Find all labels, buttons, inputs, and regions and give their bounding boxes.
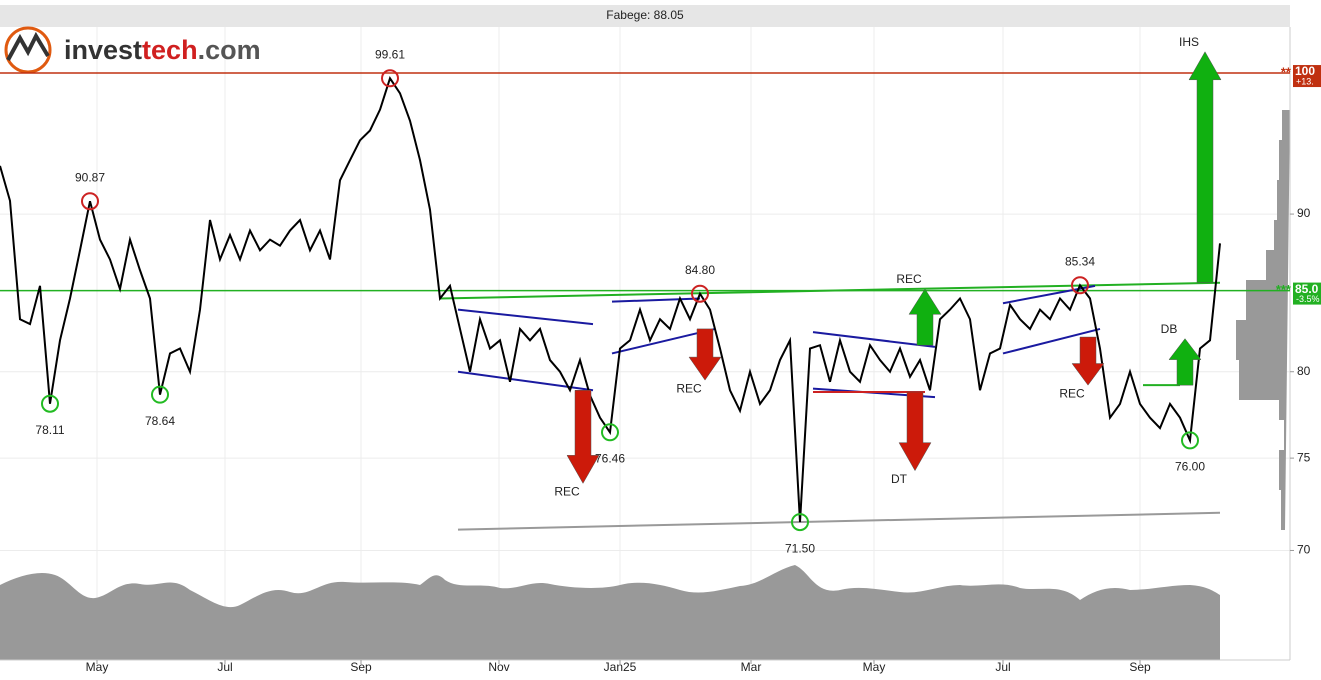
- signal-label: DT: [891, 472, 908, 486]
- brand: investtech.com: [64, 35, 261, 65]
- signal-label: REC: [554, 485, 580, 499]
- trend-line: [457, 511, 1221, 531]
- signal-arrow: [566, 390, 600, 484]
- extreme-marker: [1181, 431, 1199, 450]
- y-tick-label: 75: [1297, 450, 1311, 464]
- signal-label: REC: [896, 272, 922, 286]
- x-tick-label: Sep: [350, 660, 372, 674]
- signal-arrow: [1188, 51, 1222, 283]
- signal-label: REC: [676, 381, 702, 395]
- extreme-label: 78.64: [145, 414, 175, 428]
- trend-line: [439, 281, 1221, 300]
- extreme-marker: [151, 385, 169, 404]
- extreme-marker: [691, 284, 709, 303]
- price-line: [0, 75, 1221, 523]
- grid: [0, 27, 1290, 660]
- extreme-marker: [601, 423, 619, 442]
- x-tick-label: Jul: [217, 660, 232, 674]
- extreme-label: 76.00: [1175, 460, 1205, 474]
- extreme-label: 84.80: [685, 263, 715, 277]
- chart-title: Fabege: 88.05: [606, 8, 684, 22]
- level-box: [1293, 65, 1321, 88]
- signal-label: REC: [1059, 386, 1085, 400]
- trend-line: [611, 297, 701, 303]
- logo-mark: [6, 31, 50, 61]
- volume-profile: [1236, 110, 1290, 530]
- x-tick-label: Jan25: [604, 660, 637, 674]
- x-tick-label: Nov: [488, 660, 509, 674]
- y-tick-label: 80: [1297, 364, 1311, 378]
- signal-arrow: [1071, 336, 1105, 386]
- trend-line: [1002, 327, 1101, 355]
- level-box: [1293, 282, 1321, 305]
- x-tick-label: Jul: [995, 660, 1010, 674]
- extreme-marker: [791, 513, 809, 532]
- x-tick-label: May: [863, 660, 886, 674]
- signal-label: IHS: [1179, 35, 1199, 49]
- brand-part: invest: [64, 35, 142, 65]
- trend-line: [457, 308, 594, 326]
- y-tick-label: 70: [1297, 543, 1311, 557]
- extreme-label: 76.46: [595, 451, 625, 465]
- y-tick-label: 90: [1297, 206, 1311, 220]
- extreme-label: 90.87: [75, 170, 105, 184]
- level-label: 85.0: [1295, 282, 1319, 296]
- level-stars: **: [1281, 64, 1292, 79]
- extreme-marker: [41, 394, 59, 413]
- signal-arrow: [1168, 338, 1202, 386]
- x-tick-label: May: [86, 660, 109, 674]
- extreme-marker: [81, 192, 99, 211]
- level-stars: ***: [1276, 282, 1292, 297]
- level-label: 100: [1295, 64, 1315, 78]
- level-change: +13.: [1296, 76, 1314, 86]
- level-change: -3.5%: [1296, 294, 1320, 304]
- extreme-label: 78.11: [35, 423, 64, 437]
- extreme-label: 71.50: [785, 541, 815, 555]
- extreme-label: 99.61: [375, 47, 405, 61]
- signal-arrow: [688, 328, 722, 381]
- extreme-marker: [1071, 276, 1089, 295]
- logo: investtech.com: [4, 26, 261, 74]
- trend-line: [1002, 284, 1096, 305]
- brand-part: .com: [198, 35, 261, 65]
- extreme-marker: [381, 69, 399, 88]
- signal-arrow: [908, 288, 942, 346]
- trend-line: [812, 331, 936, 348]
- title-bar: [0, 5, 1290, 27]
- extreme-label: 85.34: [1065, 254, 1095, 268]
- x-tick-label: Sep: [1129, 660, 1151, 674]
- x-tick-label: Mar: [741, 660, 762, 674]
- signal-label: DB: [1161, 322, 1178, 336]
- brand-part: tech: [142, 35, 198, 65]
- volume-area: [0, 565, 1220, 660]
- signal-arrow: [898, 391, 932, 472]
- logo-ring: [4, 26, 52, 74]
